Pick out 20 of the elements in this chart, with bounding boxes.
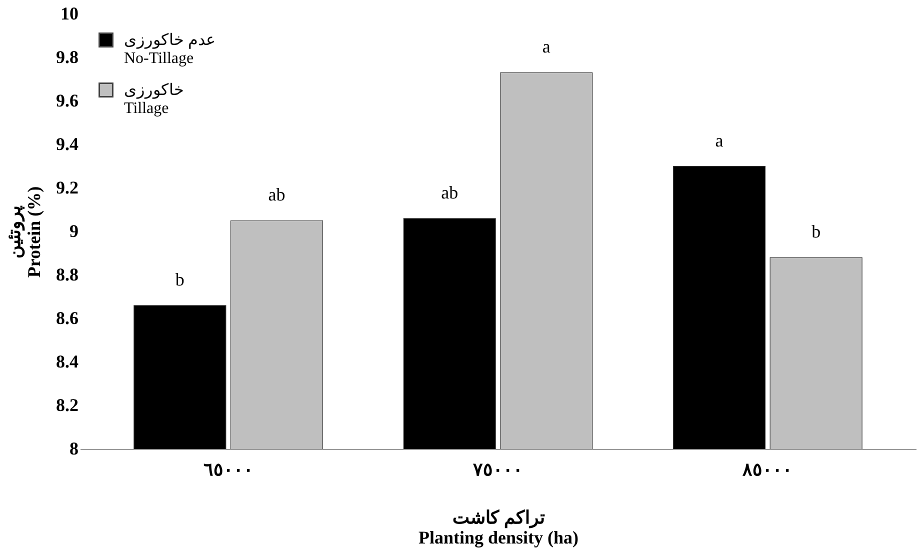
annotation: a (542, 36, 550, 57)
y-tick-label: 8 (70, 438, 78, 458)
annotation: b (175, 269, 184, 290)
annotation: b (812, 222, 821, 242)
y-tick-label: 8.4 (56, 352, 78, 372)
x-tick-label: ٨٥٠٠٠ (742, 460, 793, 480)
y-tick-label: 9.2 (56, 178, 78, 198)
y-tick-label: 8.8 (56, 264, 78, 284)
x-tick-label: ٧٥٠٠٠ (472, 460, 523, 480)
y-tick-label: 9 (70, 221, 78, 241)
annotation: ab (268, 184, 286, 205)
y-tick-label: 9.6 (56, 90, 78, 110)
y-tick-label: 9.8 (56, 47, 78, 67)
annotation: ab (441, 182, 458, 202)
y-tick-label: 8.2 (56, 395, 78, 415)
y-tick-label: 8.6 (56, 308, 78, 328)
y-tick-label: 9.4 (56, 134, 78, 154)
y-tick-label: 10 (60, 4, 78, 24)
annotation: a (715, 130, 724, 150)
x-tick-label: ٦٥٠٠٠ (203, 460, 254, 480)
